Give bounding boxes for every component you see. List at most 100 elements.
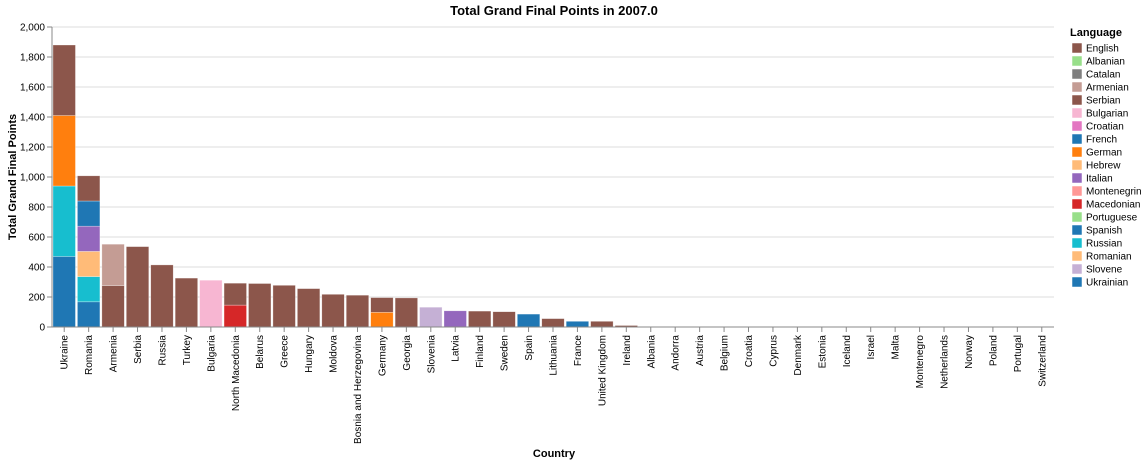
x-tick-label: Albania — [646, 335, 657, 369]
x-tick-label: Spain — [524, 335, 535, 361]
bar-segment — [77, 301, 101, 328]
bar-segment — [52, 185, 76, 257]
x-tick-label: France — [573, 335, 584, 367]
legend-label: French — [1086, 135, 1117, 146]
legend-swatch — [1071, 94, 1083, 106]
legend-swatch — [1071, 159, 1083, 171]
bar-segment — [321, 293, 345, 328]
bar-segment — [125, 246, 150, 328]
x-tick-label: North Macedonia — [231, 335, 242, 412]
x-tick-label: Hungary — [304, 335, 315, 373]
bar-segment — [223, 282, 247, 306]
x-tick-label: Malta — [891, 335, 902, 360]
legend-item: Portuguese — [1071, 211, 1138, 224]
bar-segment — [223, 304, 247, 328]
legend-label: Croatian — [1086, 122, 1124, 133]
legend-swatch — [1071, 185, 1083, 197]
y-tick-label: 800 — [28, 203, 45, 214]
y-tick-label: 1,000 — [20, 173, 45, 184]
bar-segment — [199, 279, 223, 328]
x-tick-label: Iceland — [842, 335, 853, 367]
legend-label: Italian — [1086, 174, 1113, 185]
legend-swatch — [1071, 263, 1083, 275]
legend-item: English — [1071, 42, 1119, 55]
x-tick-label: Poland — [988, 335, 999, 366]
legend-item: Bulgarian — [1071, 107, 1128, 120]
bar-segment — [150, 264, 174, 328]
legend: Language English Albanian Catalan Armenian S… — [1070, 27, 1142, 289]
bar-segment — [77, 175, 101, 202]
x-tick-label: Greece — [280, 335, 291, 368]
bar-segment — [77, 200, 101, 227]
x-tick-label: Belarus — [255, 335, 266, 369]
x-tick-label: Andorra — [671, 335, 682, 371]
bar-segment — [52, 115, 76, 187]
x-tick-label: Croatia — [744, 335, 755, 368]
x-tick-label: Ireland — [622, 335, 633, 366]
bar-segment — [101, 243, 125, 286]
x-tick-label: Bosnia and Herzegovina — [353, 335, 364, 444]
bar-segment — [272, 284, 296, 328]
x-tick-label: Ukraine — [60, 335, 71, 370]
bar-segment — [77, 276, 101, 303]
x-tick-label: Denmark — [793, 334, 804, 376]
bar-segment — [77, 225, 101, 252]
bar-segment — [565, 320, 589, 328]
legend-swatch — [1071, 198, 1083, 210]
bar-segment — [77, 251, 101, 277]
legend-swatch — [1071, 42, 1083, 54]
x-tick-label: Russia — [157, 335, 168, 366]
bar-segment — [419, 306, 443, 328]
legend-item: Ukrainian — [1071, 276, 1128, 289]
x-axis-title: Country — [533, 448, 576, 460]
legend-label: Montenegrin — [1086, 187, 1142, 198]
x-tick-label: Germany — [377, 335, 388, 376]
bar-segment — [248, 283, 272, 328]
legend-label: Russian — [1086, 239, 1122, 250]
bar-segment — [590, 320, 614, 328]
x-tick-label: Switzerland — [1037, 335, 1048, 387]
y-tick-label: 600 — [28, 233, 45, 244]
x-tick-label: Montenegro — [915, 335, 926, 389]
legend-label: Bulgarian — [1086, 109, 1128, 120]
bar-segment — [52, 44, 76, 116]
bar-segment — [370, 297, 394, 313]
legend-swatch — [1071, 55, 1083, 67]
legend-label: Catalan — [1086, 70, 1120, 81]
legend-item: Macedonian — [1071, 198, 1140, 211]
legend-item: Serbian — [1071, 94, 1120, 107]
x-tick-label: Turkey — [182, 335, 193, 365]
bars-group — [52, 44, 638, 328]
legend-item: Italian — [1071, 172, 1113, 185]
y-tick-label: 200 — [28, 293, 45, 304]
legend-label: Serbian — [1086, 96, 1120, 107]
legend-swatch — [1071, 211, 1083, 223]
legend-swatch — [1071, 224, 1083, 236]
x-tick-label: Portugal — [1013, 335, 1024, 372]
legend-label: Ukrainian — [1086, 278, 1128, 289]
x-tick-label: United Kingdom — [597, 335, 608, 406]
legend-swatch — [1071, 120, 1083, 132]
legend-item: Croatian — [1071, 120, 1124, 133]
bar-segment — [443, 310, 467, 328]
legend-swatch — [1071, 68, 1083, 80]
legend-swatch — [1071, 172, 1083, 184]
x-tick-label: Israel — [866, 335, 877, 359]
legend-item: Catalan — [1071, 68, 1120, 81]
x-tick-label: Finland — [475, 335, 486, 368]
bar-segment — [517, 313, 541, 328]
legend-swatch — [1071, 250, 1083, 262]
legend-swatch — [1071, 276, 1083, 288]
legend-swatch — [1071, 81, 1083, 93]
chart-title: Total Grand Final Points in 2007.0 — [450, 3, 658, 18]
x-axis-ticks: Ukraine Romania Armenia Serbia Russia Turkey B… — [60, 327, 1048, 444]
x-tick-label: Lithuania — [549, 335, 560, 376]
legend-item: Russian — [1071, 237, 1122, 250]
legend-item: German — [1071, 146, 1122, 159]
x-tick-label: Austria — [695, 335, 706, 367]
x-tick-label: Moldova — [329, 335, 340, 373]
legend-label: Armenian — [1086, 83, 1129, 94]
x-tick-label: Netherlands — [940, 335, 951, 389]
bar-segment — [101, 285, 125, 328]
